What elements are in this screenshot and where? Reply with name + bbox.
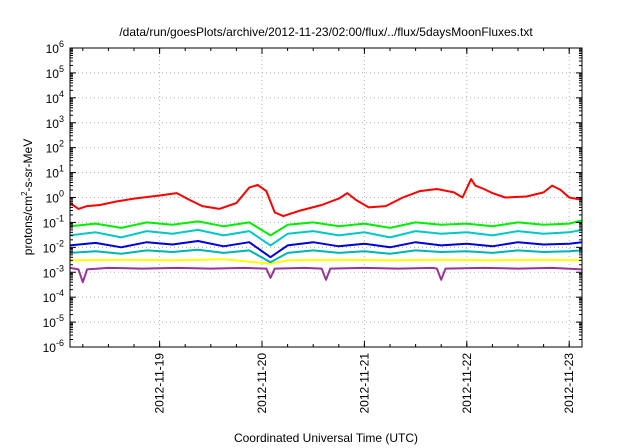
y-tick-label: 104: [46, 89, 64, 106]
y-axis: 10-6 10-5 10-4 10-3 10-2 10-1 100 101 102 103 104 1…: [43, 39, 582, 355]
plot-area: [70, 178, 582, 284]
chart-title: /data/run/goesPlots/archive/2012-11-23/0…: [119, 25, 533, 39]
y-tick-label: 10-3: [43, 263, 64, 280]
series-line-2: [70, 228, 582, 247]
y-tick-label: 102: [46, 139, 64, 156]
x-tick-label: 2012-11-23: [562, 353, 576, 414]
y-axis-label-rest: -s-sr-MeV: [21, 139, 35, 192]
x-tick-label: 2012-11-19: [153, 353, 167, 414]
y-tick-label: 10-1: [43, 213, 64, 230]
y-tick-label: 10-2: [43, 238, 64, 255]
series-line-1: [70, 219, 582, 237]
x-axis: 2012-11-19 2012-11-20 2012-11-21 2012-11-22…: [82, 48, 576, 414]
x-axis-label: Coordinated Universal Time (UTC): [234, 431, 418, 445]
x-tick-label: 2012-11-22: [460, 353, 474, 414]
y-tick-label: 105: [46, 64, 64, 81]
series-line-6: [70, 266, 582, 284]
y-tick-label: 10-4: [43, 288, 64, 305]
y-axis-label: protons/cm2-s-sr-MeV: [20, 139, 35, 255]
x-tick-label: 2012-11-21: [357, 353, 371, 414]
y-tick-label: 101: [46, 164, 64, 181]
series-line-0: [70, 178, 582, 218]
y-axis-label-exponent: 2: [20, 191, 29, 196]
y-tick-label: 100: [46, 189, 64, 206]
series-line-5: [70, 258, 582, 265]
series-line-3: [70, 240, 582, 259]
y-tick-label: 106: [46, 39, 64, 56]
y-tick-label: 103: [46, 114, 64, 131]
y-tick-label: 10-5: [43, 313, 64, 330]
series-line-4: [70, 248, 582, 264]
x-tick-label: 2012-11-20: [255, 353, 269, 414]
y-axis-label-unit: protons/cm: [21, 196, 35, 255]
grid: [70, 48, 582, 347]
y-tick-label: 10-6: [43, 338, 64, 355]
